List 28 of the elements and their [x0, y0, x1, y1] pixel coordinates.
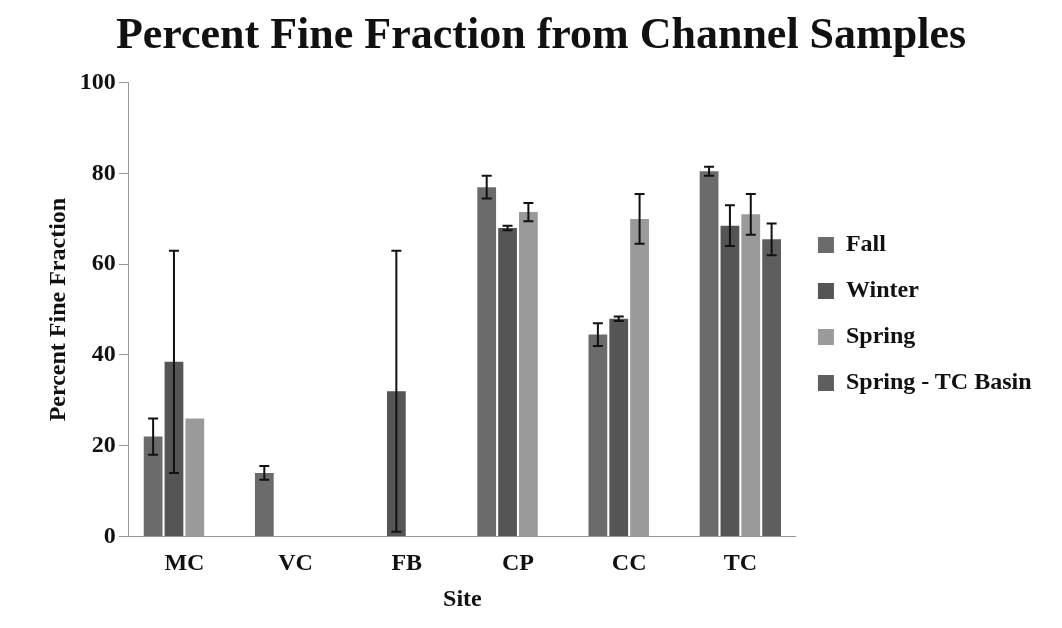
bar — [609, 318, 629, 536]
bar — [720, 225, 740, 536]
chart-title: Percent Fine Fraction from Channel Samples — [115, 8, 967, 58]
bar — [477, 187, 497, 536]
legend-label: Fall — [845, 230, 887, 257]
y-tick-label: 60 — [91, 249, 116, 276]
x-tick-label: MC — [164, 549, 205, 575]
x-tick-label: FB — [391, 549, 423, 575]
x-tick-label: TC — [723, 549, 758, 575]
y-tick-label: 20 — [91, 430, 116, 457]
x-tick-label: CP — [501, 549, 534, 575]
bar — [588, 334, 608, 536]
bar — [498, 227, 517, 536]
legend-label: Winter — [845, 276, 920, 303]
x-tick-label: CC — [611, 549, 647, 575]
bar — [762, 239, 781, 536]
x-axis-title: Site — [443, 584, 483, 611]
y-axis-title: Percent Fine Fraction — [43, 197, 70, 422]
legend-label: Spring - TC Basin — [845, 368, 1032, 395]
bar — [143, 436, 163, 536]
x-tick-label: VC — [278, 549, 313, 575]
bar — [254, 472, 274, 536]
y-tick-label: 40 — [91, 340, 116, 367]
y-tick-label: 0 — [103, 521, 116, 548]
y-tick-label: 100 — [79, 68, 116, 94]
legend-label: Spring — [845, 322, 916, 349]
bar — [699, 171, 719, 536]
y-tick-label: 80 — [91, 158, 116, 185]
